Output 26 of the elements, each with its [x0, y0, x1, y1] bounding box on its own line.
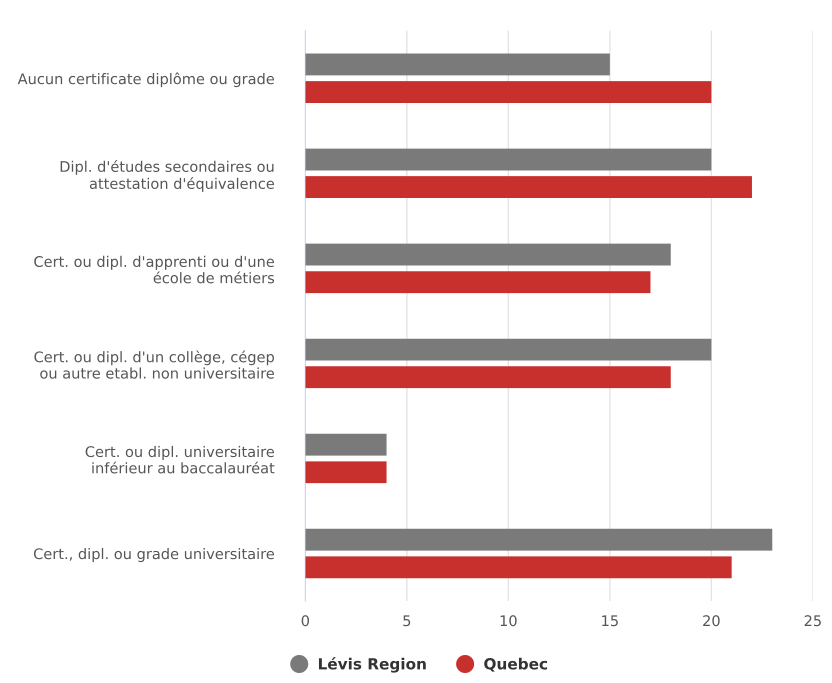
- legend-label: Quebec: [484, 658, 548, 672]
- bar: [305, 244, 671, 266]
- y-tick-label: Cert. ou dipl. universitaire inférieur au baccalauréat: [86, 446, 274, 474]
- bar: [305, 434, 387, 456]
- bar: [305, 338, 712, 361]
- x-tick-label: 5: [403, 615, 410, 626]
- bar: [305, 528, 772, 551]
- bar: [305, 176, 752, 198]
- y-tick-label: Cert. ou dipl. d'un collège, cégep ou autre etabl. non universitaire: [34, 350, 274, 379]
- bar: [305, 366, 671, 388]
- x-tick-label: 10: [500, 615, 517, 626]
- x-tick-label: 0: [302, 615, 310, 626]
- bar: [305, 556, 732, 578]
- x-tick-label: 20: [703, 615, 720, 626]
- x-tick-label: 25: [804, 615, 821, 626]
- legend-label: Lévis Region: [318, 657, 426, 673]
- y-tick-label: Cert., dipl. ou grade universitaire: [34, 548, 274, 562]
- bar: [305, 148, 712, 170]
- bar: [305, 54, 610, 76]
- y-tick-label: Cert. ou dipl. d'apprenti ou d'une école de métiers: [34, 256, 274, 284]
- x-tick-label: 15: [602, 615, 618, 626]
- y-tick-label: Aucun certificate diplôme ou grade: [18, 72, 274, 88]
- bar: [305, 81, 712, 103]
- y-tick-label: Dipl. d'études secondaires ou attestation d'équivalence: [60, 160, 274, 192]
- bar: [305, 271, 650, 294]
- bar: [305, 461, 387, 484]
